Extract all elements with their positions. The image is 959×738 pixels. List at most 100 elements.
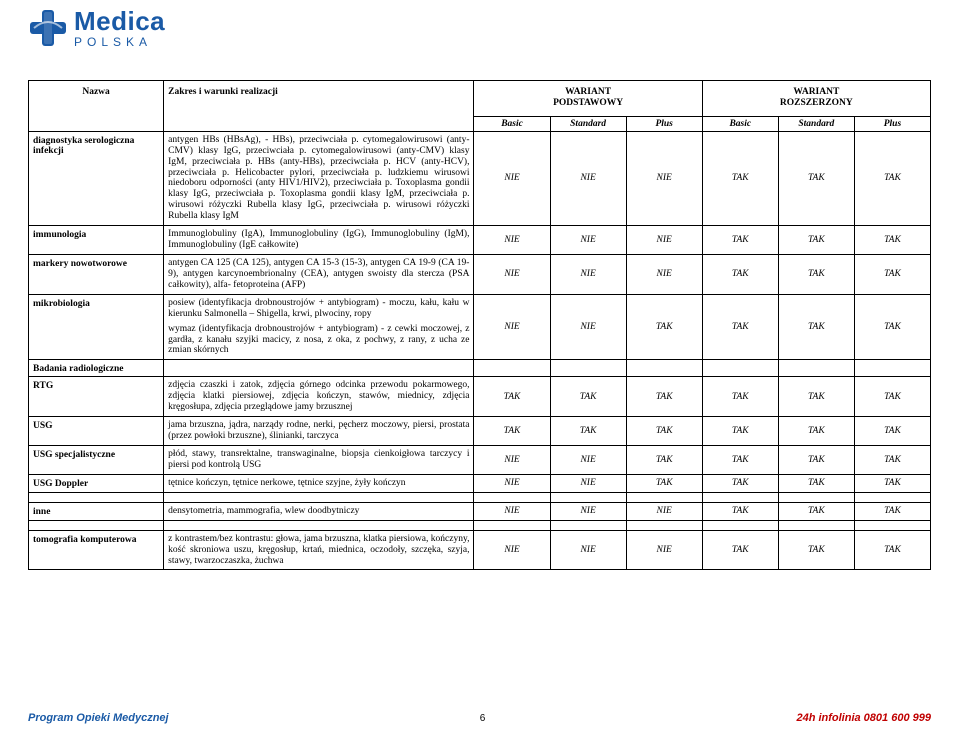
cell-val: TAK: [778, 445, 854, 474]
page-footer: Program Opieki Medycznej 6 24h infolinia…: [28, 712, 931, 724]
cell-val: NIE: [474, 445, 550, 474]
cell-val: TAK: [854, 226, 930, 255]
cell-val: NIE: [474, 255, 550, 295]
blank-cell: [29, 520, 164, 530]
cell-val: TAK: [778, 131, 854, 225]
cell-val: TAK: [702, 417, 778, 446]
cell-val: TAK: [778, 294, 854, 360]
th-variant-ext: WARIANTROZSZERZONY: [702, 81, 930, 117]
row-name: diagnostyka serologiczna infekcji: [29, 131, 164, 225]
row-name: markery nowotworowe: [29, 255, 164, 295]
row-name: mikrobiologia: [29, 294, 164, 360]
cell-val: TAK: [626, 294, 702, 360]
logo-name: Medica: [74, 8, 165, 34]
blank-cell: [550, 520, 626, 530]
blank-cell: [778, 520, 854, 530]
cell-val: TAK: [854, 474, 930, 492]
table-row: diagnostyka serologiczna infekcji antyge…: [29, 131, 931, 225]
row-name: RTG: [29, 377, 164, 417]
cell-val: NIE: [474, 474, 550, 492]
cell-val: TAK: [854, 255, 930, 295]
blank-cell: [626, 520, 702, 530]
cell-val: TAK: [626, 417, 702, 446]
table-row: RTG zdjęcia czaszki i zatok, zdjęcia gór…: [29, 377, 931, 417]
cell-val: TAK: [778, 377, 854, 417]
blank-cell: [164, 520, 474, 530]
blank-cell: [626, 360, 702, 377]
row-name: tomografia komputerowa: [29, 530, 164, 570]
cell-val: NIE: [626, 502, 702, 520]
row-name: USG Doppler: [29, 474, 164, 492]
cell-val: TAK: [854, 502, 930, 520]
cell-val: TAK: [778, 502, 854, 520]
cell-val: NIE: [474, 294, 550, 360]
th-scope: Zakres i warunki realizacji: [164, 81, 474, 132]
section-row: Badania radiologiczne: [29, 360, 931, 377]
row-desc: posiew (identyfikacja drobnoustrojów + a…: [164, 294, 474, 360]
cell-val: TAK: [778, 255, 854, 295]
cell-val: NIE: [550, 502, 626, 520]
blank-cell: [702, 520, 778, 530]
cell-val: TAK: [778, 226, 854, 255]
cell-val: TAK: [702, 445, 778, 474]
blank-cell: [164, 360, 474, 377]
table-row: USG Doppler tętnice kończyn, tętnice ner…: [29, 474, 931, 492]
logo-sub: POLSKA: [74, 36, 165, 48]
cell-val: NIE: [550, 445, 626, 474]
blank-cell: [164, 492, 474, 502]
th-basic2: Basic: [702, 116, 778, 131]
table-row: USG specjalistyczne płód, stawy, transre…: [29, 445, 931, 474]
cell-val: TAK: [702, 255, 778, 295]
spacer-row: [29, 492, 931, 502]
footer-page-number: 6: [480, 713, 486, 724]
row-desc: jama brzuszna, jądra, narządy rodne, ner…: [164, 417, 474, 446]
blank-cell: [474, 492, 550, 502]
blank-cell: [702, 492, 778, 502]
table-row: USG jama brzuszna, jądra, narządy rodne,…: [29, 417, 931, 446]
cell-val: NIE: [626, 530, 702, 570]
cell-val: TAK: [474, 377, 550, 417]
cell-val: TAK: [626, 474, 702, 492]
cell-val: TAK: [854, 445, 930, 474]
th-plus2: Plus: [854, 116, 930, 131]
th-basic1: Basic: [474, 116, 550, 131]
cell-val: NIE: [550, 530, 626, 570]
logo-cross-icon: [28, 8, 68, 48]
footer-hotline: 24h infolinia 0801 600 999: [796, 712, 931, 724]
blank-cell: [474, 360, 550, 377]
cell-val: TAK: [626, 445, 702, 474]
blank-cell: [778, 492, 854, 502]
cell-val: TAK: [778, 474, 854, 492]
table-row: immunologia Immunoglobuliny (IgA), Immun…: [29, 226, 931, 255]
row-name: immunologia: [29, 226, 164, 255]
cell-val: TAK: [778, 530, 854, 570]
services-table: Nazwa Zakres i warunki realizacji WARIAN…: [28, 80, 931, 570]
cell-val: TAK: [854, 294, 930, 360]
blank-cell: [550, 360, 626, 377]
row-desc: antygen CA 125 (CA 125), antygen CA 15-3…: [164, 255, 474, 295]
blank-cell: [474, 520, 550, 530]
cell-val: NIE: [626, 226, 702, 255]
row-desc: antygen HBs (HBsAg), - HBs), przeciwciał…: [164, 131, 474, 225]
table-row: markery nowotworowe antygen CA 125 (CA 1…: [29, 255, 931, 295]
cell-val: TAK: [854, 530, 930, 570]
blank-cell: [854, 492, 930, 502]
cell-val: TAK: [854, 377, 930, 417]
row-desc: densytometria, mammografia, wlew doodbyt…: [164, 502, 474, 520]
cell-val: TAK: [702, 502, 778, 520]
cell-val: TAK: [702, 530, 778, 570]
cell-val: NIE: [550, 226, 626, 255]
cell-val: NIE: [474, 502, 550, 520]
th-plus1: Plus: [626, 116, 702, 131]
spacer-row: [29, 520, 931, 530]
cell-val: NIE: [550, 294, 626, 360]
cell-val: TAK: [702, 226, 778, 255]
row-desc: Immunoglobuliny (IgA), Immunoglobuliny (…: [164, 226, 474, 255]
cell-val: NIE: [474, 226, 550, 255]
row-desc: płód, stawy, transrektalne, transwaginal…: [164, 445, 474, 474]
table-row: mikrobiologia posiew (identyfikacja drob…: [29, 294, 931, 360]
logo: Medica POLSKA: [28, 8, 165, 48]
row-name: inne: [29, 502, 164, 520]
cell-val: NIE: [626, 131, 702, 225]
cell-val: NIE: [626, 255, 702, 295]
